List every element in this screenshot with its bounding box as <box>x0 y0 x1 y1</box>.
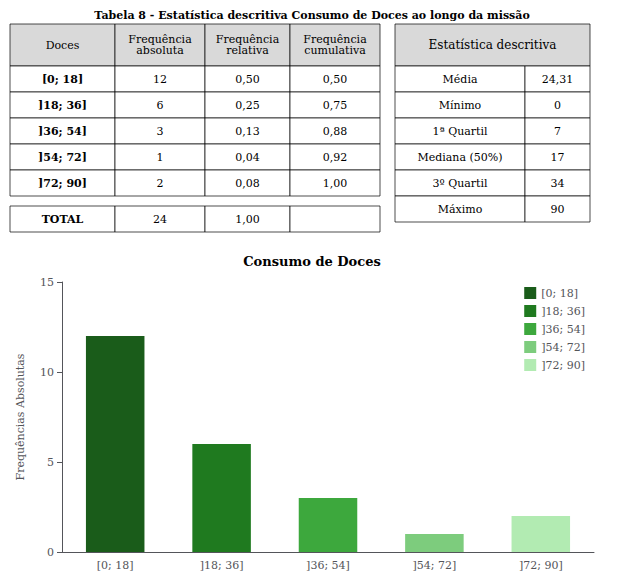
svg-text:6: 6 <box>157 99 164 112</box>
svg-text:7: 7 <box>554 125 561 138</box>
svg-text:]54; 72]: ]54; 72] <box>413 559 457 572</box>
svg-text:absoluta: absoluta <box>136 44 184 57</box>
svg-text:2: 2 <box>157 177 164 190</box>
svg-text:0,50: 0,50 <box>235 73 260 86</box>
svg-text:24: 24 <box>153 213 167 226</box>
svg-text:[0; 18]: [0; 18] <box>42 73 83 86</box>
svg-text:Doces: Doces <box>46 39 80 52</box>
svg-text:0: 0 <box>554 99 561 112</box>
svg-text:15: 15 <box>40 276 54 289</box>
svg-text:0,50: 0,50 <box>323 73 348 86</box>
svg-text:34: 34 <box>551 177 565 190</box>
svg-text:90: 90 <box>551 203 565 216</box>
svg-text:Frequência: Frequência <box>215 33 280 46</box>
svg-text:]54; 72]: ]54; 72] <box>541 341 585 354</box>
svg-text:[0; 18]: [0; 18] <box>541 287 578 300</box>
svg-text:0,75: 0,75 <box>323 99 348 112</box>
svg-text:3: 3 <box>157 125 164 138</box>
svg-text:1ª Quartil: 1ª Quartil <box>432 125 488 138</box>
svg-text:0,92: 0,92 <box>323 151 348 164</box>
svg-text:Mínimo: Mínimo <box>439 99 482 112</box>
svg-text:0,88: 0,88 <box>323 125 348 138</box>
svg-text:TOTAL: TOTAL <box>42 213 84 226</box>
svg-text:0,04: 0,04 <box>235 151 260 164</box>
svg-text:12: 12 <box>153 73 167 86</box>
svg-text:1,00: 1,00 <box>235 213 260 226</box>
svg-text:0,13: 0,13 <box>235 125 260 138</box>
svg-text:]18; 36]: ]18; 36] <box>541 305 585 318</box>
svg-text:24,31: 24,31 <box>542 73 574 86</box>
svg-text:cumulativa: cumulativa <box>304 44 366 57</box>
svg-text:10: 10 <box>40 366 54 379</box>
svg-text:]36; 54]: ]36; 54] <box>541 323 585 336</box>
svg-text:1: 1 <box>157 151 164 164</box>
svg-text:Mediana (50%): Mediana (50%) <box>417 151 502 164</box>
svg-text:Estatística descritiva: Estatística descritiva <box>429 38 557 52</box>
svg-text:[0; 18]: [0; 18] <box>97 559 134 572</box>
svg-text:]18; 36]: ]18; 36] <box>200 559 244 572</box>
svg-text:]54; 72]: ]54; 72] <box>38 151 87 164</box>
svg-text:1,00: 1,00 <box>323 177 348 190</box>
svg-text:0: 0 <box>47 546 54 559</box>
svg-text:Consumo de Doces: Consumo de Doces <box>243 254 381 269</box>
svg-text:]36; 54]: ]36; 54] <box>306 559 350 572</box>
svg-text:0,08: 0,08 <box>235 177 260 190</box>
svg-text:Máximo: Máximo <box>438 203 483 216</box>
svg-text:]72; 90]: ]72; 90] <box>519 559 563 572</box>
svg-text:Tabela 8 - Estatística descrit: Tabela 8 - Estatística descritiva Consum… <box>94 9 529 22</box>
svg-text:0,25: 0,25 <box>235 99 260 112</box>
svg-text:]18; 36]: ]18; 36] <box>38 99 87 112</box>
svg-text:]36; 54]: ]36; 54] <box>38 125 87 138</box>
svg-text:3º Quartil: 3º Quartil <box>432 177 488 190</box>
svg-text:Frequência: Frequência <box>303 33 367 46</box>
svg-text:Frequências Absolutas: Frequências Absolutas <box>14 353 27 480</box>
svg-text:Frequência: Frequência <box>128 33 192 46</box>
svg-text:Média: Média <box>443 73 478 86</box>
svg-text:]72; 90]: ]72; 90] <box>38 177 87 190</box>
svg-text:5: 5 <box>47 456 54 469</box>
svg-text:]72; 90]: ]72; 90] <box>541 359 585 372</box>
svg-text:17: 17 <box>551 151 565 164</box>
svg-text:relativa: relativa <box>226 44 269 57</box>
